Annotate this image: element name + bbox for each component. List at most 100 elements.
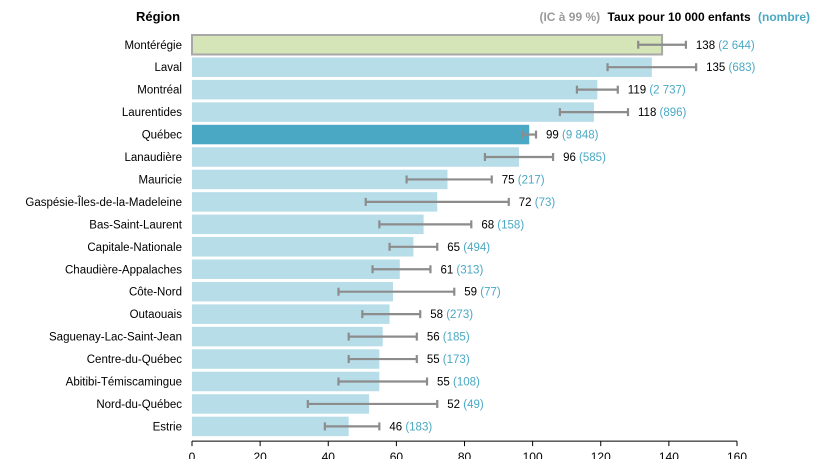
count-value: (313) xyxy=(453,264,483,276)
value-label: 55 (108) xyxy=(437,377,480,389)
count-value: (2 644) xyxy=(715,40,755,52)
bar-row: Estrie 46 (183) xyxy=(153,416,432,437)
category-label: Abitibi-Témiscamingue xyxy=(66,377,182,389)
count-value: (683) xyxy=(725,62,755,74)
bar-row: Lanaudière 96 (585) xyxy=(124,147,606,167)
count-value: (158) xyxy=(494,219,524,231)
value-label: 118 (896) xyxy=(638,107,687,119)
rate-value: 138 xyxy=(696,40,715,52)
bar-row: Québec 99 (9 848) xyxy=(142,124,599,145)
rate-value: 72 xyxy=(519,197,532,209)
error-bar xyxy=(378,220,473,229)
count-value: (49) xyxy=(460,399,484,411)
rate-value: 119 xyxy=(628,85,646,97)
category-label: Québec xyxy=(142,130,183,142)
category-label: Côte-Nord xyxy=(129,287,182,299)
error-bar xyxy=(323,422,381,431)
value-label: 72 (73) xyxy=(519,197,556,209)
bar xyxy=(192,79,598,100)
bar xyxy=(191,34,664,56)
error-bar xyxy=(388,242,439,251)
error-bar xyxy=(337,377,429,386)
category-label: Gaspésie-Îles-de-la-Madeleine xyxy=(25,196,182,209)
bar-row: Saguenay-Lac-Saint-Jean 56 (185) xyxy=(49,326,470,347)
rate-value: 52 xyxy=(447,399,460,411)
count-header: (nombre) xyxy=(758,10,810,24)
x-tick-label: 160 xyxy=(727,450,747,459)
value-label: 135 (683) xyxy=(706,62,755,74)
value-label: 46 (183) xyxy=(389,421,432,433)
category-label: Montérégie xyxy=(124,40,182,52)
bar xyxy=(192,349,380,369)
bar xyxy=(192,214,424,235)
bar xyxy=(192,57,652,77)
error-bar xyxy=(371,265,432,274)
category-label: Bas-Saint-Laurent xyxy=(89,219,182,231)
bar-row: Chaudière-Appalaches 61 (313) xyxy=(65,259,483,279)
x-tick-label: 0 xyxy=(189,450,196,459)
bar xyxy=(192,281,393,302)
category-label: Laurentides xyxy=(122,107,182,119)
count-value: (185) xyxy=(440,332,470,344)
count-value: (217) xyxy=(515,174,545,186)
x-tick-label: 60 xyxy=(390,450,404,459)
bar xyxy=(192,147,519,167)
category-header: Région xyxy=(136,9,180,24)
x-tick-label: 100 xyxy=(523,450,543,459)
rate-value: 75 xyxy=(502,174,515,186)
error-bar xyxy=(521,130,538,139)
bar xyxy=(192,102,594,122)
count-value: (183) xyxy=(402,421,432,433)
value-label: 119 (2 737) xyxy=(628,85,686,97)
bar-row: Laurentides 118 (896) xyxy=(122,102,687,122)
x-tick-label: 40 xyxy=(322,450,336,459)
rate-value: 61 xyxy=(440,264,453,276)
value-label: 55 (173) xyxy=(427,354,470,366)
error-bar xyxy=(337,287,456,296)
rate-value: 65 xyxy=(447,242,460,254)
x-tick-label: 80 xyxy=(458,450,472,459)
error-bar xyxy=(347,355,418,364)
value-label: 52 (49) xyxy=(447,399,484,411)
error-bar xyxy=(306,399,439,408)
bar xyxy=(192,237,414,257)
error-bar xyxy=(575,85,619,94)
bar xyxy=(192,416,349,437)
value-label: 56 (185) xyxy=(427,332,470,344)
category-label: Mauricie xyxy=(139,174,182,186)
category-label: Laval xyxy=(155,62,183,74)
rate-value: 96 xyxy=(563,152,576,164)
bar-row: Côte-Nord 59 (77) xyxy=(129,281,501,302)
bar-row: Abitibi-Témiscamingue 55 (108) xyxy=(66,371,480,392)
category-label: Capitale-Nationale xyxy=(87,242,182,254)
rate-value: 55 xyxy=(427,354,440,366)
value-label: 58 (273) xyxy=(430,309,473,321)
category-label: Saguenay-Lac-Saint-Jean xyxy=(49,332,182,344)
bar-row: Gaspésie-Îles-de-la-Madeleine 72 (73) xyxy=(25,192,555,212)
rate-value: 56 xyxy=(427,332,440,344)
value-label: 75 (217) xyxy=(502,174,545,186)
error-bar xyxy=(364,197,510,206)
bars: Montérégie 138 (2 644) Laval 135 (683) Montr… xyxy=(25,34,756,437)
x-tick-label: 20 xyxy=(253,450,267,459)
value-label: 99 (9 848) xyxy=(546,130,599,142)
bar xyxy=(192,192,438,212)
bar-row: Bas-Saint-Laurent 68 (158) xyxy=(89,214,524,235)
category-label: Nord-du-Québec xyxy=(96,399,182,411)
bar xyxy=(192,371,380,392)
bar-row: Montérégie 138 (2 644) xyxy=(124,34,755,56)
count-value: (896) xyxy=(656,107,686,119)
count-value: (108) xyxy=(450,377,480,389)
rate-value: 46 xyxy=(389,421,402,433)
bar-row: Centre-du-Québec 55 (173) xyxy=(87,349,470,369)
category-label: Lanaudière xyxy=(124,152,182,164)
value-label: 138 (2 644) xyxy=(696,40,755,52)
rate-header: Taux pour 10 000 enfants xyxy=(608,10,751,24)
count-value: (494) xyxy=(460,242,490,254)
rate-value: 59 xyxy=(464,287,477,299)
bar-row: Nord-du-Québec 52 (49) xyxy=(96,394,484,414)
category-label: Estrie xyxy=(153,421,182,433)
bar xyxy=(192,304,390,324)
error-bar xyxy=(606,63,698,72)
